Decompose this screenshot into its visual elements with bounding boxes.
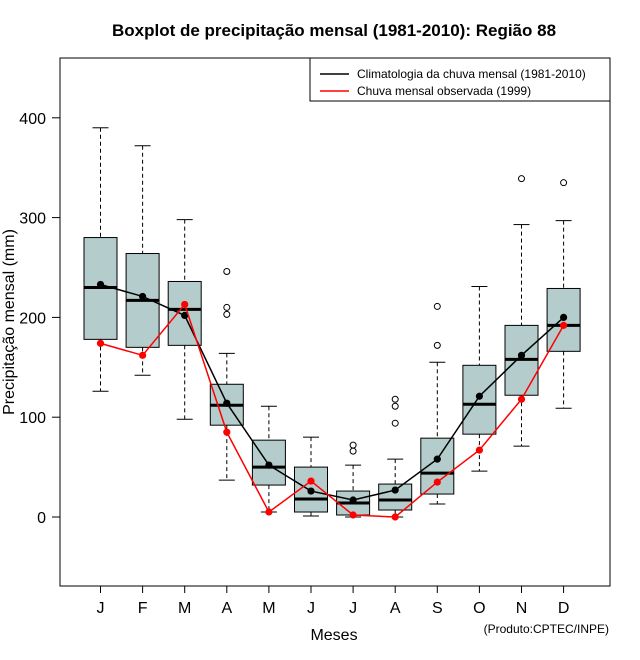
outlier-point	[349, 447, 357, 455]
box-2	[125, 145, 160, 376]
series-point	[475, 446, 483, 454]
outlier-point	[433, 341, 441, 349]
series-point	[560, 321, 568, 329]
y-tick-label: 200	[19, 310, 46, 327]
outlier-point	[391, 402, 399, 410]
series-point	[307, 487, 315, 495]
outlier-point	[391, 395, 399, 403]
series-point	[139, 292, 147, 301]
series-point	[139, 351, 147, 359]
series-observed	[96, 300, 568, 521]
series-point	[96, 339, 105, 347]
series-point	[265, 508, 273, 516]
series-point	[181, 300, 189, 309]
series-point	[265, 461, 273, 469]
outlier-point	[433, 302, 441, 310]
x-tick-label: S	[432, 600, 443, 617]
x-tick-label: D	[558, 600, 570, 617]
chart-title: Boxplot de precipitação mensal (1981-201…	[112, 21, 556, 40]
x-tick-label: O	[473, 600, 485, 617]
x-tick-label: A	[221, 600, 232, 617]
legend: Climatologia da chuva mensal (1981-2010)…	[309, 57, 611, 102]
series-point	[517, 395, 526, 403]
x-tick-label: M	[262, 600, 275, 617]
outlier-point	[223, 303, 231, 311]
series-point	[433, 478, 441, 486]
box-5	[251, 405, 286, 513]
x-tick-label: J	[349, 600, 357, 617]
outlier-point	[223, 310, 231, 318]
x-tick-label: M	[178, 600, 191, 617]
series-line	[100, 302, 565, 518]
x-tick-label: J	[97, 600, 105, 617]
outlier-point	[391, 419, 399, 427]
y-tick-label: 300	[19, 211, 46, 228]
box-11	[504, 175, 539, 447]
y-tick-label: 400	[19, 111, 46, 128]
series-point	[96, 280, 105, 289]
legend-label-climatology: Climatologia da chuva mensal (1981-2010)	[357, 67, 586, 81]
y-axis-label: Precipitação mensal (mm)	[1, 229, 18, 415]
series-point	[349, 496, 357, 504]
x-tick-label: F	[138, 600, 148, 617]
series-point	[223, 428, 231, 436]
product-credit: (Produto:CPTEC/INPE)	[484, 622, 609, 636]
y-tick-label: 100	[19, 410, 46, 427]
box-6	[294, 436, 328, 517]
plot-area	[83, 127, 581, 521]
series-point	[181, 311, 189, 320]
x-axis-label: Meses	[310, 627, 357, 644]
series-point	[223, 399, 231, 407]
series-point	[433, 455, 441, 463]
y-tick-label: 0	[37, 510, 46, 527]
box-12	[546, 179, 581, 409]
box-10	[462, 285, 497, 472]
box-1	[83, 127, 118, 392]
series-climatology	[96, 280, 568, 504]
series-point	[307, 477, 315, 485]
series-point	[475, 392, 483, 400]
series-point	[349, 511, 357, 519]
box-4	[209, 267, 244, 481]
series-point	[517, 351, 526, 359]
x-tick-label: J	[307, 600, 315, 617]
legend-label-observed: Chuva mensal observada (1999)	[357, 84, 531, 98]
outlier-point	[560, 179, 568, 187]
box-8	[378, 395, 413, 518]
series-point	[391, 486, 399, 494]
x-tick-label: A	[390, 600, 401, 617]
x-tick-label: N	[516, 600, 528, 617]
series-point	[560, 313, 568, 321]
legend-box	[309, 57, 611, 102]
series-point	[391, 513, 399, 521]
outlier-point	[518, 175, 525, 183]
outlier-point	[349, 441, 357, 449]
outlier-point	[223, 267, 231, 275]
